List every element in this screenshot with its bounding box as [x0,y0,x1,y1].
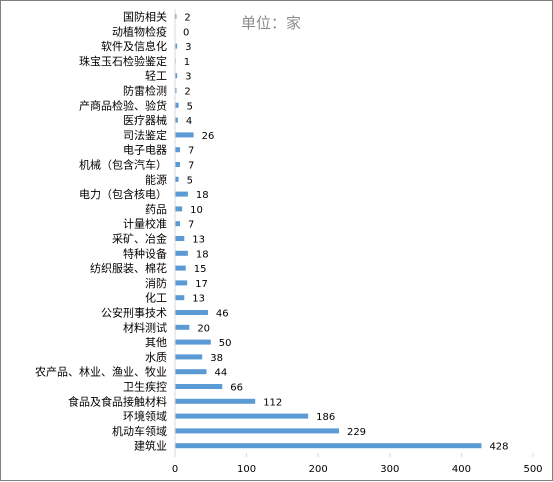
bar [175,413,309,419]
value-label: 44 [215,368,228,379]
category-label: 纺织服装、棉花 [90,261,167,275]
bar [175,310,208,315]
value-label: 13 [192,235,205,246]
bar [175,162,181,167]
category-label: 计量校准 [123,217,167,231]
value-label: 66 [230,383,243,394]
value-label: 1 [184,57,190,68]
value-label: 20 [197,323,210,334]
category-label: 水质 [145,351,167,364]
bar [175,88,177,93]
category-label: 环境领域 [123,409,167,423]
category-label: 珠宝玉石检验鉴定 [79,54,167,68]
x-tick-label: 100 [237,464,256,475]
value-label: 112 [263,397,282,408]
category-label: 其他 [145,336,167,349]
category-label: 建筑业 [134,439,167,453]
bar [175,369,207,375]
value-label: 428 [489,442,508,453]
category-label: 软件及信息化 [101,39,167,53]
unit-annotation: 单位：家 [241,14,301,32]
value-label: 10 [190,205,203,216]
value-label: 38 [210,353,223,364]
category-label: 机械（包含汽车） [79,158,167,172]
category-label: 公安刑事技术 [101,306,167,320]
category-label: 食品及食品接触材料 [68,394,167,408]
bar [175,324,190,330]
value-label: 5 [187,175,193,186]
value-label: 3 [185,42,191,53]
bar [175,295,185,301]
bar [175,191,188,197]
category-label: 司法鉴定 [123,128,167,142]
value-label: 15 [194,264,207,275]
bar [175,443,482,449]
category-label: 材料测试 [123,320,167,334]
category-label: 采矿、冶金 [112,232,167,246]
value-label: 186 [316,412,335,423]
x-tick-label: 500 [523,464,542,475]
bar [175,102,179,108]
value-label: 46 [216,309,229,320]
value-label: 18 [196,190,209,201]
value-label: 50 [219,338,232,349]
value-label: 17 [195,279,208,290]
bar [175,339,211,345]
bar [175,147,181,153]
bar [175,14,177,19]
value-label: 7 [188,220,194,231]
category-label: 药品 [145,203,167,216]
bar [175,354,203,360]
category-label: 机动车领域 [112,424,167,438]
x-tick-label: 300 [380,464,399,475]
x-tick-label: 400 [452,464,471,475]
category-label: 消防 [145,276,167,290]
value-label: 0 [183,27,189,38]
category-label: 能源 [145,172,167,186]
category-label: 国防相关 [123,10,167,24]
value-label: 4 [186,116,192,127]
x-tick-label: 200 [309,464,328,475]
value-label: 229 [347,427,366,438]
category-label: 电子电器 [123,144,167,157]
value-label: 26 [202,131,215,142]
bar [175,73,178,79]
category-label: 电力（包含核电） [79,187,167,201]
value-label: 2 [184,13,190,24]
category-label: 防雷检测 [123,84,167,98]
bar [175,250,188,256]
x-tick-label: 0 [172,464,178,475]
value-label: 13 [192,294,205,305]
category-label: 化工 [145,291,167,305]
bar [175,132,194,138]
bar [175,384,223,389]
bar [175,221,181,227]
bar [175,236,185,241]
category-label: 农产品、林业、渔业、牧业 [35,365,167,379]
bar [175,176,179,182]
value-label: 7 [188,161,194,172]
bar [175,43,178,49]
value-label: 3 [185,72,191,83]
category-label: 医疗器械 [123,113,167,127]
category-label: 轻工 [145,69,167,83]
bar [175,280,188,286]
value-label: 2 [184,87,190,98]
value-label: 7 [188,146,194,157]
category-label: 产商品检验、验货 [79,98,167,112]
bar [175,428,339,434]
bar [175,265,186,271]
category-label: 卫生疾控 [123,380,167,394]
category-label: 动植物检疫 [112,24,167,38]
category-label: 特种设备 [123,246,167,260]
bar [175,398,256,404]
bar [175,206,183,212]
value-label: 18 [196,249,209,260]
bar [175,117,178,123]
value-label: 5 [187,101,193,112]
